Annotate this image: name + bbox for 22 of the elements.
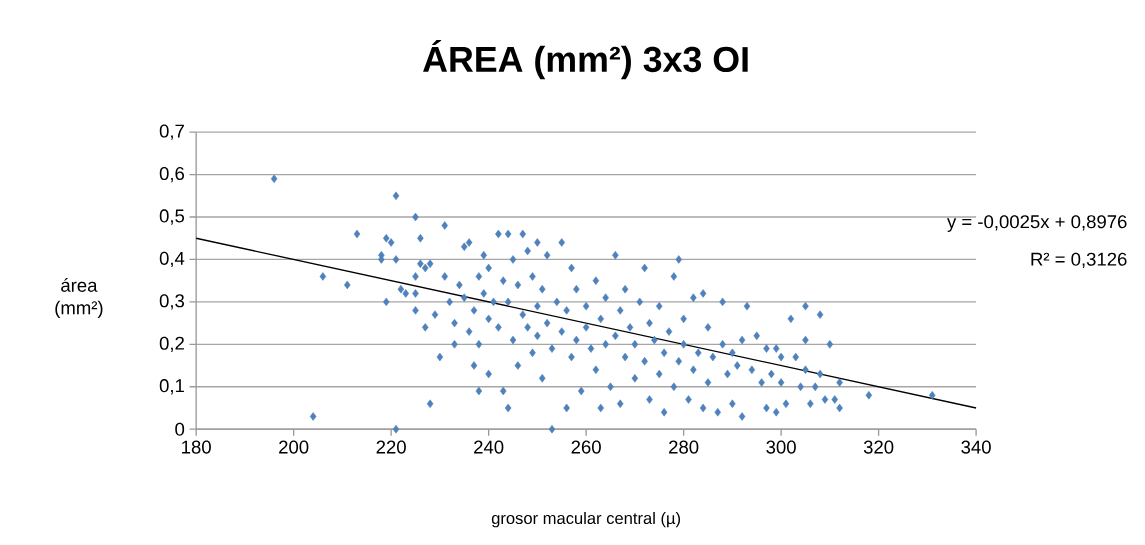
x-tick-label: 320: [863, 440, 894, 454]
y-tick-label: 0,1: [159, 378, 184, 395]
x-tick-label: 260: [571, 440, 601, 454]
annotation: y = -0,0025x + 0,8976: [946, 214, 1127, 232]
x-tick-label: 240: [474, 440, 504, 454]
x-axis-title: grosor macular central (µ): [491, 511, 681, 528]
y-tick-label: 0,2: [159, 336, 184, 352]
x-tick-label: 280: [669, 440, 699, 454]
y-tick-label: 0,4: [159, 251, 185, 267]
y-tick-label: 0,6: [159, 166, 185, 183]
y-tick-label: 0,7: [159, 124, 184, 140]
y-tick-label: 0: [175, 422, 185, 436]
x-tick-label: 340: [961, 440, 991, 454]
chart-title: ÁREA (mm²) 3x3 OI: [423, 39, 748, 79]
x-tick-label: 180: [182, 440, 211, 454]
x-tick-label: 220: [376, 440, 406, 454]
text: R² = 0,3126: [1031, 252, 1127, 268]
y-tick-label: 0,3: [159, 294, 185, 310]
y-axis-title: área (mm²): [55, 277, 103, 318]
x-tick-label: 200: [279, 440, 309, 454]
x-tick-label: 300: [766, 440, 796, 454]
y-tick-label: 0,5: [159, 209, 185, 225]
